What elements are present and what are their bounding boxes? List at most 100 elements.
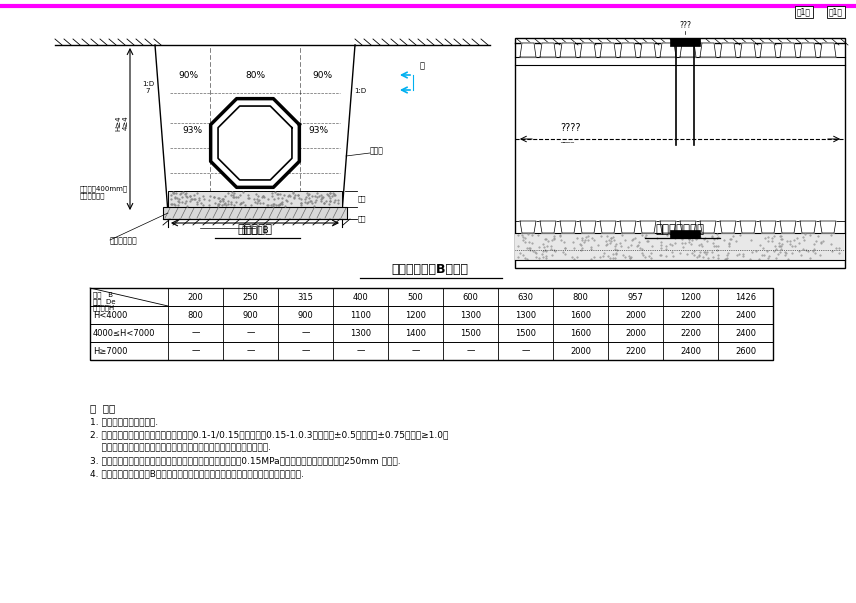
Polygon shape [760, 221, 776, 233]
Text: 2000: 2000 [625, 329, 646, 338]
Text: 1300: 1300 [515, 311, 536, 320]
Text: —: — [301, 329, 310, 338]
Polygon shape [780, 43, 796, 57]
Polygon shape [620, 221, 636, 233]
Text: —: — [301, 347, 310, 356]
Text: 1400: 1400 [405, 329, 426, 338]
Polygon shape [700, 43, 716, 57]
Text: —: — [467, 347, 475, 356]
Bar [90, 288, 773, 360]
Polygon shape [760, 43, 776, 57]
Text: 2200: 2200 [680, 311, 701, 320]
Polygon shape [660, 221, 676, 233]
Text: —: — [521, 347, 530, 356]
Text: 2600: 2600 [735, 347, 756, 356]
Text: —: — [412, 347, 419, 356]
Polygon shape [640, 43, 656, 57]
Text: 由于坡坡宽宽度较窄，施工时，当坡放大于坡宽宽，须椿采用支撑处理.: 由于坡坡宽宽度较窄，施工时，当坡放大于坡宽宽，须椿采用支撑处理. [90, 443, 271, 452]
Text: 2200: 2200 [625, 347, 646, 356]
Text: 900: 900 [298, 311, 313, 320]
Polygon shape [660, 43, 676, 57]
Text: 共1页: 共1页 [829, 7, 843, 16]
Text: 1500: 1500 [515, 329, 536, 338]
Text: 2400: 2400 [735, 311, 756, 320]
Text: 管管管: 管管管 [370, 146, 383, 155]
Bar [515, 233, 845, 260]
Text: 900: 900 [242, 311, 259, 320]
Text: 2000: 2000 [570, 347, 591, 356]
Polygon shape [600, 221, 616, 233]
Text: 1:D
7: 1:D 7 [142, 81, 154, 94]
Text: 1426: 1426 [735, 292, 756, 302]
Text: 500: 500 [407, 292, 424, 302]
Text: 管道接口断面图: 管道接口断面图 [656, 223, 704, 236]
Polygon shape [820, 221, 836, 233]
Polygon shape [580, 43, 596, 57]
Text: 800: 800 [573, 292, 588, 302]
Polygon shape [720, 43, 736, 57]
Text: 管管管管400mm管: 管管管管400mm管 [80, 185, 128, 192]
Polygon shape [780, 221, 796, 233]
Text: 管管管管B: 管管管管B [241, 225, 269, 234]
Polygon shape [800, 221, 816, 233]
Text: —: — [247, 329, 255, 338]
Text: 第1页: 第1页 [797, 7, 811, 16]
Text: 4. 带槽四截面图中要求B值，在该截区上可横槽里弄架，也在平行进上，与道路要求相.: 4. 带槽四截面图中要求B值，在该截区上可横槽里弄架，也在平行进上，与道路要求相… [90, 469, 304, 478]
Polygon shape [680, 43, 696, 57]
Text: 管道沟槽底宽B尺寸表: 管道沟槽底宽B尺寸表 [391, 263, 468, 276]
Text: —: — [191, 329, 199, 338]
Text: 90%: 90% [178, 71, 198, 80]
Text: 400: 400 [353, 292, 368, 302]
Text: —: — [191, 347, 199, 356]
Polygon shape [740, 43, 756, 57]
Polygon shape [720, 221, 736, 233]
Text: 管管: 管管 [358, 216, 366, 223]
Text: 600: 600 [462, 292, 479, 302]
Text: 2200: 2200 [680, 329, 701, 338]
Text: 1300: 1300 [460, 311, 481, 320]
Text: 957: 957 [627, 292, 644, 302]
Text: 93%: 93% [182, 126, 202, 135]
Text: 80%: 80% [245, 71, 265, 80]
Text: 管道基础图: 管道基础图 [237, 223, 272, 236]
Text: 1600: 1600 [570, 329, 591, 338]
Text: H≥7000: H≥7000 [93, 347, 128, 356]
Text: H<4000: H<4000 [93, 311, 128, 320]
Text: 93%: 93% [308, 126, 328, 135]
Polygon shape [820, 43, 836, 57]
Text: 说  明：: 说 明： [90, 403, 116, 413]
Text: 3. 软土基础处理：泥层、清除后采用粘土夯填；地基承载力约0.15MPa的持层基土，中砂基础下扎250mm 厚铺石.: 3. 软土基础处理：泥层、清除后采用粘土夯填；地基承载力约0.15MPa的持层基… [90, 456, 401, 465]
Polygon shape [640, 221, 656, 233]
Text: 管管: 管管 [358, 196, 366, 202]
Text: 630: 630 [518, 292, 533, 302]
Text: 1600: 1600 [570, 311, 591, 320]
Bar [670, 230, 700, 238]
Text: —: — [356, 347, 365, 356]
Text: 1100: 1100 [350, 311, 371, 320]
Text: 管管管管管管: 管管管管管管 [110, 236, 138, 245]
Text: ???: ??? [679, 21, 691, 30]
Polygon shape [800, 43, 816, 57]
Text: ____: ____ [560, 137, 574, 143]
Text: 管道  De: 管道 De [93, 298, 116, 305]
Text: 200: 200 [187, 292, 204, 302]
Polygon shape [680, 221, 696, 233]
Text: 1300: 1300 [350, 329, 371, 338]
Polygon shape [520, 43, 536, 57]
Polygon shape [540, 43, 556, 57]
Text: 1500: 1500 [460, 329, 481, 338]
Polygon shape [211, 99, 300, 188]
Polygon shape [580, 221, 596, 233]
Polygon shape [560, 43, 576, 57]
Polygon shape [740, 221, 756, 233]
Text: 1200: 1200 [405, 311, 426, 320]
Text: 管道埋深H: 管道埋深H [93, 304, 116, 311]
Text: 1:D: 1:D [354, 88, 366, 94]
Text: 2400: 2400 [735, 329, 756, 338]
Polygon shape [600, 43, 616, 57]
Polygon shape [520, 221, 536, 233]
Text: 2000: 2000 [625, 311, 646, 320]
Text: 管: 管 [420, 61, 425, 70]
Polygon shape [540, 221, 556, 233]
Bar [168, 191, 342, 207]
